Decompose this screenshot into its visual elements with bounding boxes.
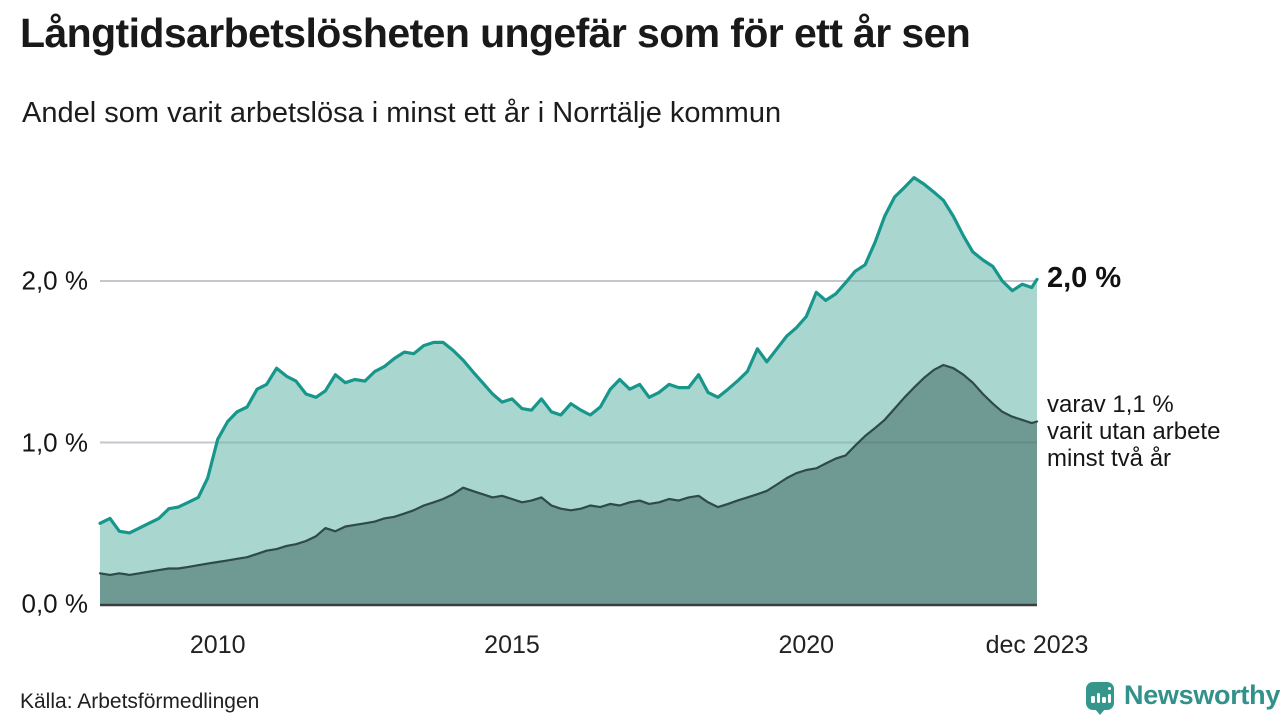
y-tick-label: 1,0 % xyxy=(21,427,89,457)
area-fill-two-plus xyxy=(100,365,1037,604)
x-tick-label: 2010 xyxy=(189,631,246,659)
page-subtitle: Andel som varit arbetslösa i minst ett å… xyxy=(22,97,782,129)
breakdown-annotation: varav 1,1 % varit utan arbete minst två … xyxy=(1047,391,1220,472)
line-min-one-year xyxy=(98,176,1039,535)
x-tick-label: 2020 xyxy=(778,631,835,659)
end-value-annotation: 2,0 % xyxy=(1047,262,1122,294)
page-title: Långtidsarbetslösheten ungefär som för e… xyxy=(20,10,971,56)
breakdown-line: minst två år xyxy=(1047,445,1172,472)
y-tick-label: 2,0 % xyxy=(21,265,89,296)
speech-bubble-tail xyxy=(1095,708,1105,715)
x-tick-label: dec 2023 xyxy=(985,631,1089,659)
source-caption: Källa: Arbetsförmedlingen xyxy=(20,690,260,713)
newsworthy-logo: Newsworthy xyxy=(1086,680,1280,715)
x-tick-label: 2015 xyxy=(484,631,540,659)
y-tick-label: 0,0 % xyxy=(21,588,89,619)
newsworthy-logo-text: Newsworthy xyxy=(1124,680,1280,710)
breakdown-line: varav 1,1 % xyxy=(1047,391,1174,418)
newsworthy-logo-icon xyxy=(1086,681,1114,715)
line-two-plus-years xyxy=(98,363,1039,576)
breakdown-line: varit utan arbete xyxy=(1047,418,1221,445)
